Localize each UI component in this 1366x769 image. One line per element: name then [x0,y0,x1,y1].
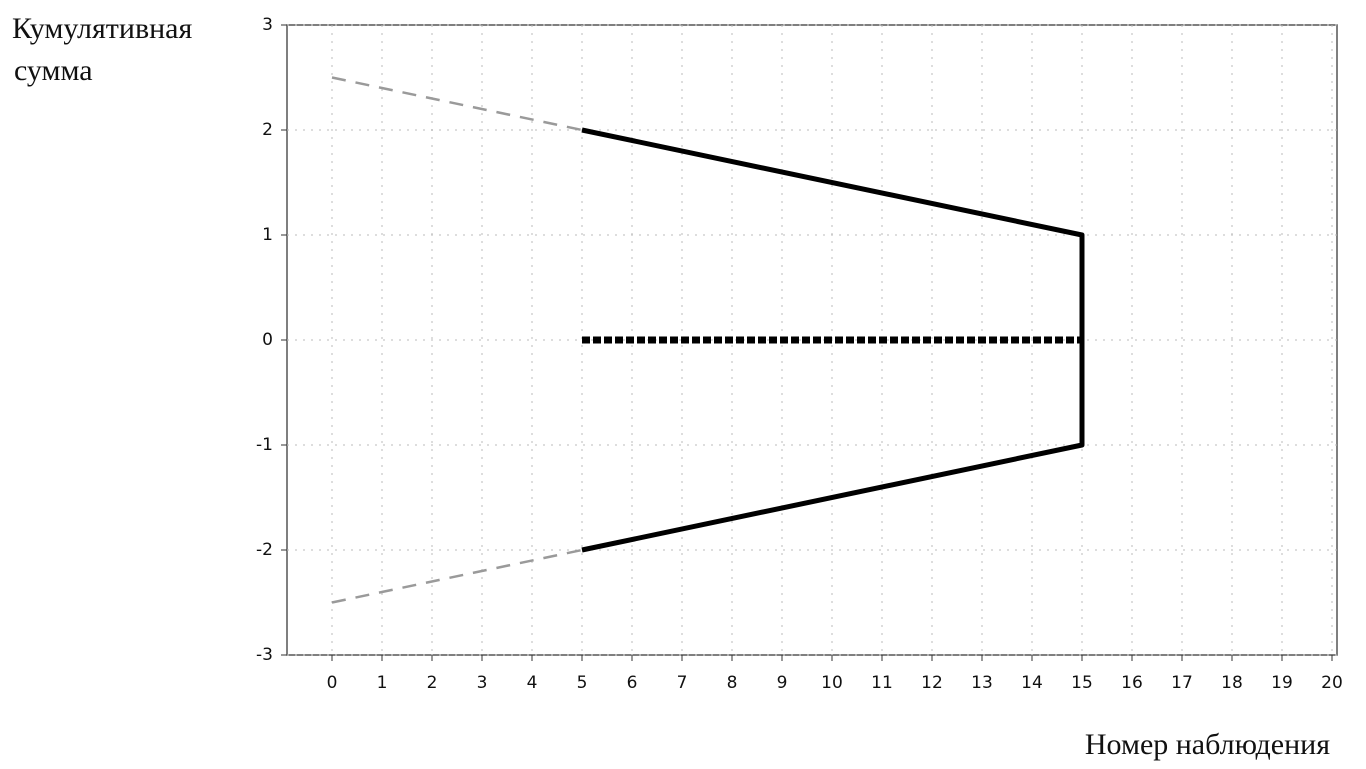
x-tick-label: 4 [527,673,538,693]
y-tick-label: 2 [262,120,273,140]
x-axis-label: Номер наблюдения [1085,728,1330,761]
x-tick-label: 19 [1271,673,1293,693]
y-axis-label: Кумулятивная [12,12,192,45]
series-line [331,76,583,132]
y-tick-label: 3 [262,15,273,35]
y-tick-label: -3 [256,645,273,665]
x-tick-label: 8 [727,673,738,693]
y-tick-label: 0 [262,330,273,350]
x-tick-label: 3 [477,673,488,693]
x-tick-label: 1 [377,673,388,693]
x-tick-label: 16 [1121,673,1143,693]
x-tick-label: 11 [871,673,893,693]
x-tick-label: 5 [577,673,588,693]
x-tick-label: 0 [327,673,338,693]
y-tick-label: -2 [256,540,273,560]
x-tick-label: 2 [427,673,438,693]
series-line [331,548,583,604]
y-tick-label: 1 [262,225,273,245]
x-tick-label: 13 [971,673,993,693]
x-tick-label: 17 [1171,673,1193,693]
plot-area [286,24,1338,656]
x-tick-label: 10 [821,673,843,693]
y-axis-label: сумма [14,54,93,87]
x-tick-label: 15 [1071,673,1093,693]
x-tick-label: 14 [1021,673,1043,693]
x-tick-label: 7 [677,673,688,693]
x-tick-label: 9 [777,673,788,693]
x-tick-label: 12 [921,673,943,693]
x-tick-label: 6 [627,673,638,693]
x-tick-label: 18 [1221,673,1243,693]
y-tick-label: -1 [256,435,273,455]
x-tick-label: 20 [1321,673,1343,693]
